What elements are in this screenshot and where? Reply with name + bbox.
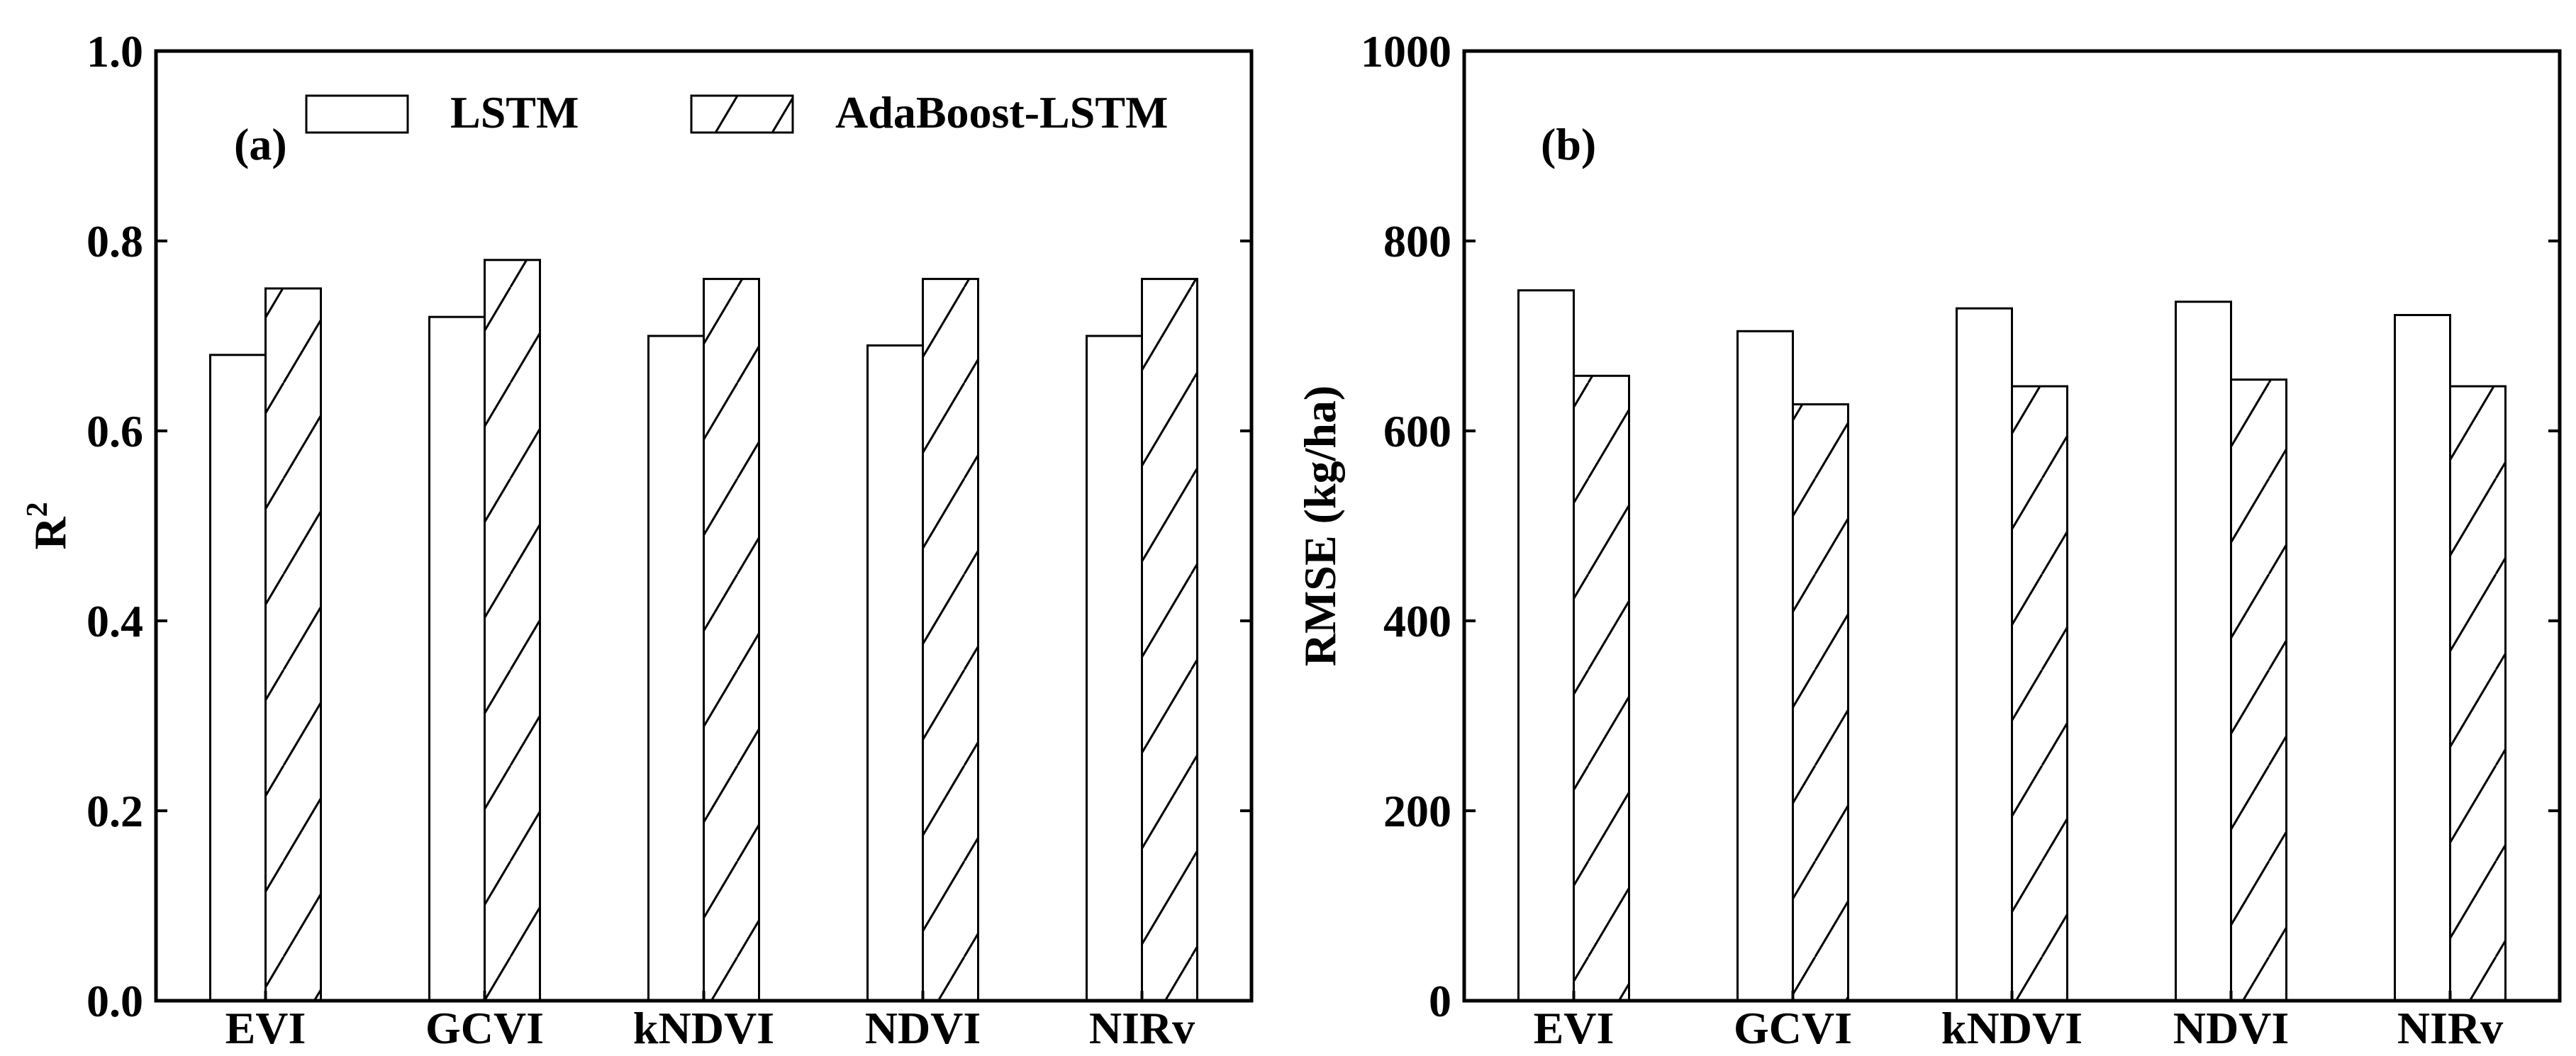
y-tick-label: 600 xyxy=(1383,406,1451,456)
bar-lstm-gcvi xyxy=(1736,330,1794,1002)
y-tick-label: 800 xyxy=(1383,216,1451,266)
y-tick-label: 0.4 xyxy=(87,596,143,646)
y-tick-label: 0.2 xyxy=(87,786,143,836)
bar-lstm-evi xyxy=(209,354,267,1002)
y-tick-label: 1.0 xyxy=(87,26,143,77)
bar-lstm-ndvi xyxy=(866,344,924,1002)
y-tick-label: 400 xyxy=(1383,596,1451,646)
bar-lstm-kndvi xyxy=(1956,307,2013,1002)
bar-adaboost-lstm-nirv xyxy=(2449,385,2507,1002)
x-tick-label-ndvi: NDVI xyxy=(2173,1003,2290,1053)
bar-adaboost-lstm-gcvi xyxy=(1792,403,1849,1002)
legend-label-lstm: LSTM xyxy=(450,87,579,137)
bar-adaboost-lstm-nirv xyxy=(1141,278,1198,1002)
panel-a: EVI GCVI kNDVI NDVI NIRv 0.0 0.2 0.4 0.6 0.8 1.0 (… xyxy=(21,26,1254,1053)
x-tick-label-evi: EVI xyxy=(225,1003,306,1053)
bar-lstm-evi xyxy=(1517,289,1575,1002)
panel-a-bars xyxy=(209,259,1198,1002)
panel-a-ylabel-sup: 2 xyxy=(21,502,54,517)
bar-adaboost-lstm-kndvi xyxy=(703,278,760,1002)
bar-adaboost-lstm-evi xyxy=(1573,374,1630,1002)
bar-lstm-ndvi xyxy=(2175,300,2232,1002)
legend-label-adaboost-lstm: AdaBoost-LSTM xyxy=(835,87,1168,137)
panel-b-bars xyxy=(1517,289,2507,1002)
y-tick-label: 0.0 xyxy=(87,976,143,1026)
panel-b-ylabel: RMSE (kg/ha) xyxy=(1295,386,1345,667)
panel-b-label: (b) xyxy=(1541,119,1596,169)
bar-adaboost-lstm-kndvi xyxy=(2011,385,2068,1002)
x-tick-label-gcvi: GCVI xyxy=(425,1003,544,1053)
legend-swatch-adaboost-lstm xyxy=(690,94,794,134)
x-tick-label-nirv: NIRv xyxy=(2397,1003,2503,1053)
panel-b-ticks: EVI GCVI kNDVI NDVI NIRv 0 200 400 600 800 1000 xyxy=(1361,26,2560,1053)
y-tick-label: 0.8 xyxy=(87,216,143,266)
x-tick-label-evi: EVI xyxy=(1534,1003,1615,1053)
legend: LSTM AdaBoost-LSTM xyxy=(305,87,1168,137)
bar-adaboost-lstm-gcvi xyxy=(484,259,541,1002)
bar-lstm-kndvi xyxy=(647,335,705,1002)
panel-a-ylabel-base: R xyxy=(25,517,75,550)
panel-a-ticks: EVI GCVI kNDVI NDVI NIRv 0.0 0.2 0.4 0.6 0.8 1.0 xyxy=(87,26,1251,1053)
bar-lstm-nirv xyxy=(2394,314,2451,1002)
bar-adaboost-lstm-evi xyxy=(264,287,322,1002)
bar-adaboost-lstm-ndvi xyxy=(922,278,979,1002)
y-tick-label: 0.6 xyxy=(87,406,143,456)
x-tick-label-kndvi: kNDVI xyxy=(1941,1003,2082,1053)
panel-a-ylabel: R2 xyxy=(21,502,75,549)
y-tick-label: 1000 xyxy=(1361,26,1451,77)
legend-swatch-lstm xyxy=(305,94,409,134)
y-tick-label: 0 xyxy=(1429,976,1451,1026)
x-tick-label-gcvi: GCVI xyxy=(1734,1003,1852,1053)
panel-b: EVI GCVI kNDVI NDVI NIRv 0 200 400 600 800 1000 (b… xyxy=(1295,26,2562,1053)
x-tick-label-nirv: NIRv xyxy=(1089,1003,1195,1053)
panel-a-label: (a) xyxy=(234,119,287,169)
bar-lstm-nirv xyxy=(1086,335,1143,1002)
x-tick-label-kndvi: kNDVI xyxy=(633,1003,774,1053)
y-tick-label: 200 xyxy=(1383,786,1451,836)
bar-lstm-gcvi xyxy=(428,315,486,1002)
bar-adaboost-lstm-ndvi xyxy=(2230,378,2287,1002)
x-tick-label-ndvi: NDVI xyxy=(865,1003,981,1053)
